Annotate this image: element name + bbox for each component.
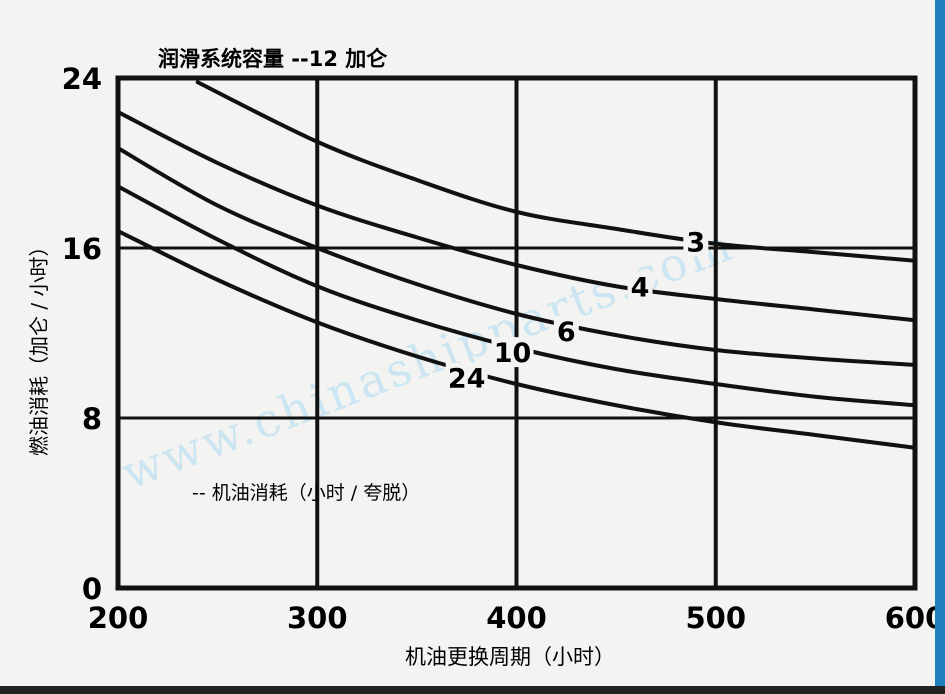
chart-title: 润滑系统容量 --12 加仑 xyxy=(158,47,388,71)
y-tick-label-8: 8 xyxy=(82,402,102,436)
y-tick-label-24: 24 xyxy=(62,62,102,96)
series-label-6: 6 xyxy=(557,317,576,348)
series-label-bg-24 xyxy=(445,362,488,393)
label-layer: 3 4 6 10 24 xyxy=(445,226,709,395)
x-axis-label: 机油更换周期（小时） xyxy=(405,645,615,669)
y-axis-label: 燃油消耗（加仑 / 小时） xyxy=(27,237,51,456)
curve-series-3 xyxy=(195,80,915,263)
x-tick-label-500: 500 xyxy=(685,601,746,635)
x-tick-label-200: 200 xyxy=(88,601,149,635)
y-tick-label-0: 0 xyxy=(82,572,102,606)
series-label-4: 4 xyxy=(631,272,650,303)
series-label-bg-4 xyxy=(627,271,653,302)
curve-series-24 xyxy=(118,229,915,450)
curve-series-6 xyxy=(118,146,915,367)
series-label-bg-3 xyxy=(683,226,709,257)
series-label-24: 24 xyxy=(448,364,486,395)
series-label-10: 10 xyxy=(494,338,532,369)
x-tick-label-600: 600 xyxy=(885,601,945,635)
right-frame-edge xyxy=(935,0,945,694)
x-tick-label-400: 400 xyxy=(486,601,547,635)
series-label-bg-10 xyxy=(491,337,534,368)
curve-series-4 xyxy=(118,110,915,323)
x-tick-label-300: 300 xyxy=(287,601,348,635)
plot-frame xyxy=(115,75,918,591)
bottom-frame-edge xyxy=(0,686,945,694)
series-label-3: 3 xyxy=(686,228,705,259)
series-label-bg-6 xyxy=(553,315,579,346)
annotation-text: -- 机油消耗（小时 / 夸脱） xyxy=(192,482,420,504)
y-tick-label-16: 16 xyxy=(62,232,102,266)
